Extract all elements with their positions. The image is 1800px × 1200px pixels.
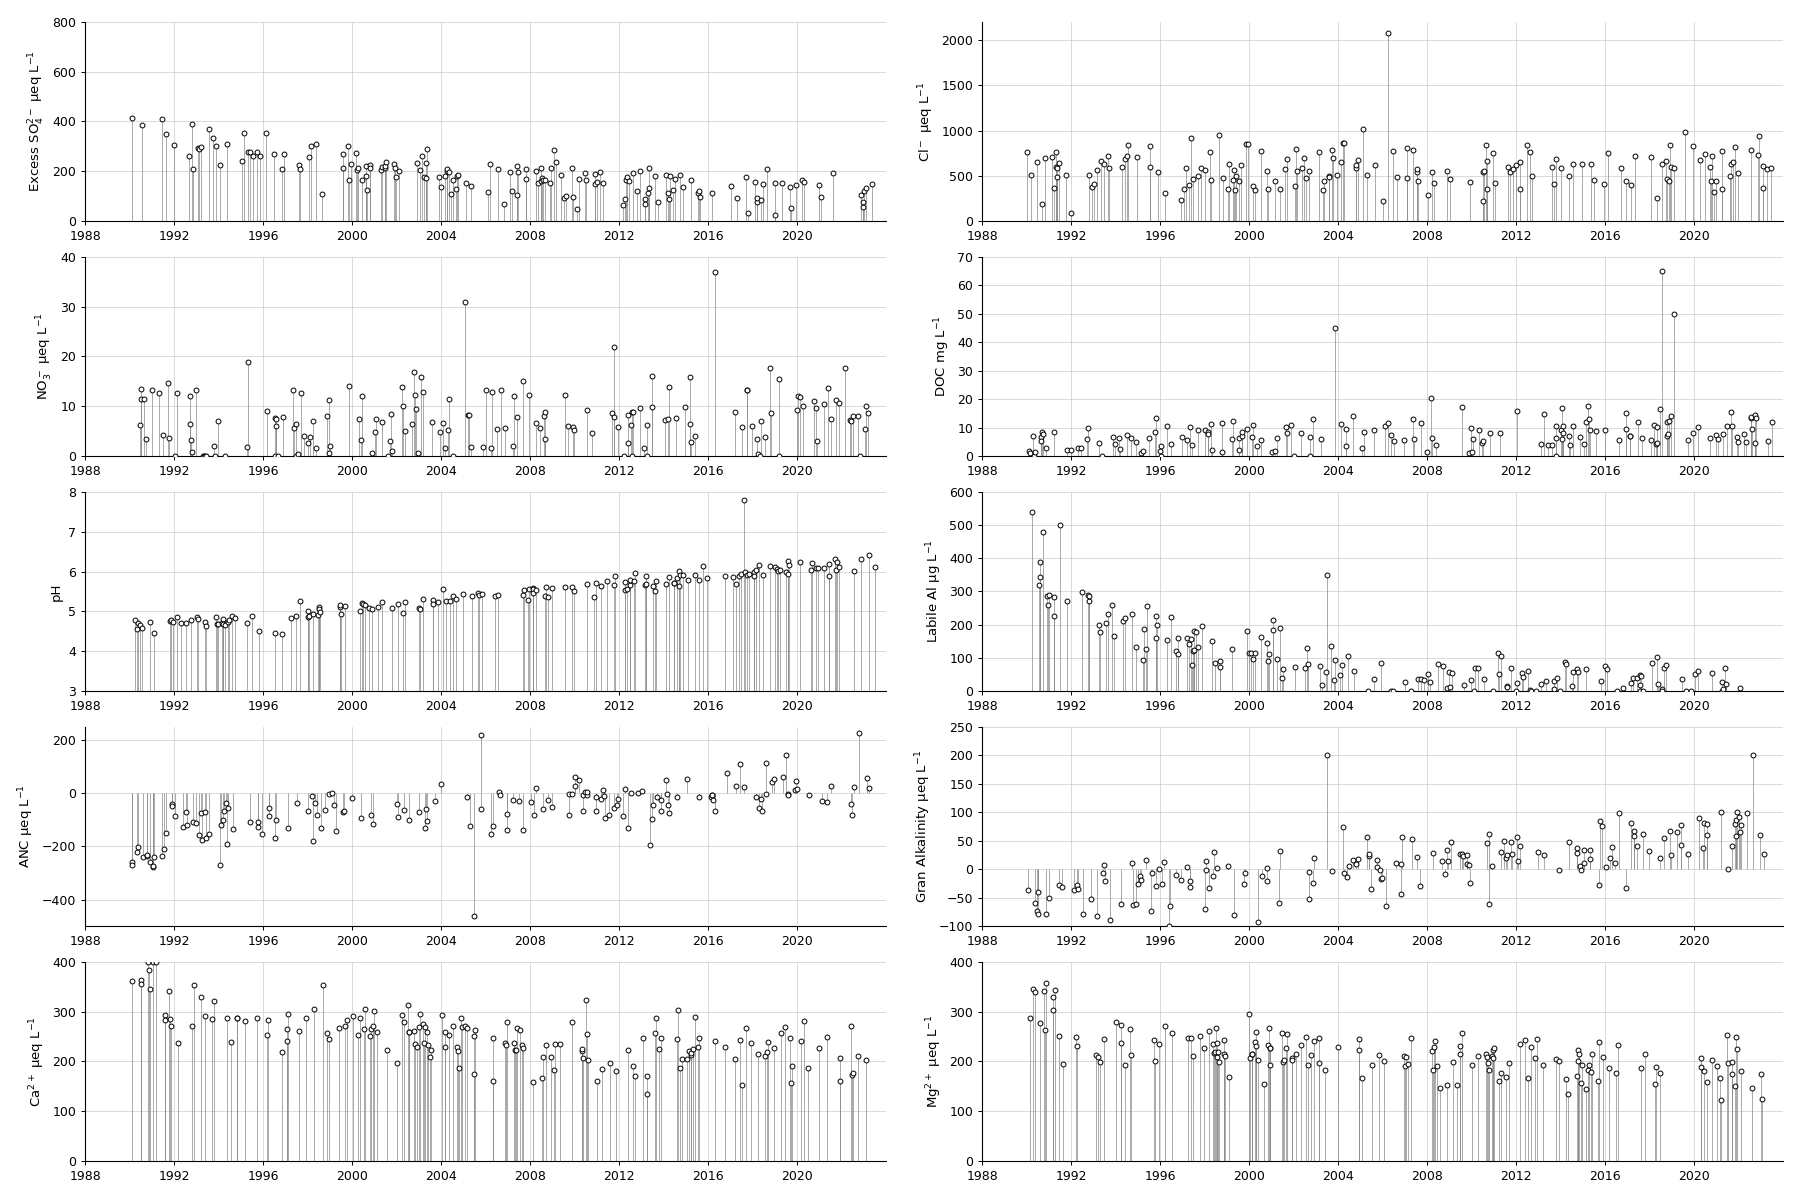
Y-axis label: NO$_3^-$ μeq L$^{-1}$: NO$_3^-$ μeq L$^{-1}$ — [34, 312, 54, 401]
Y-axis label: pH: pH — [50, 582, 63, 601]
Y-axis label: Labile Al μg L$^{-1}$: Labile Al μg L$^{-1}$ — [923, 540, 943, 643]
Y-axis label: DOC mg L$^{-1}$: DOC mg L$^{-1}$ — [932, 316, 952, 397]
Y-axis label: Gran Alkalinity μeq L$^{-1}$: Gran Alkalinity μeq L$^{-1}$ — [914, 750, 934, 904]
Y-axis label: Excess SO$_4^{2-}$ μeq L$^{-1}$: Excess SO$_4^{2-}$ μeq L$^{-1}$ — [27, 50, 47, 192]
Y-axis label: Ca$^{2+}$ μeq L$^{-1}$: Ca$^{2+}$ μeq L$^{-1}$ — [27, 1016, 47, 1106]
Y-axis label: Mg$^{2+}$ μeq L$^{-1}$: Mg$^{2+}$ μeq L$^{-1}$ — [925, 1015, 943, 1108]
Y-axis label: ANC μeq L$^{-1}$: ANC μeq L$^{-1}$ — [16, 785, 36, 869]
Y-axis label: Cl$^-$ μeq L$^{-1}$: Cl$^-$ μeq L$^{-1}$ — [916, 82, 936, 162]
